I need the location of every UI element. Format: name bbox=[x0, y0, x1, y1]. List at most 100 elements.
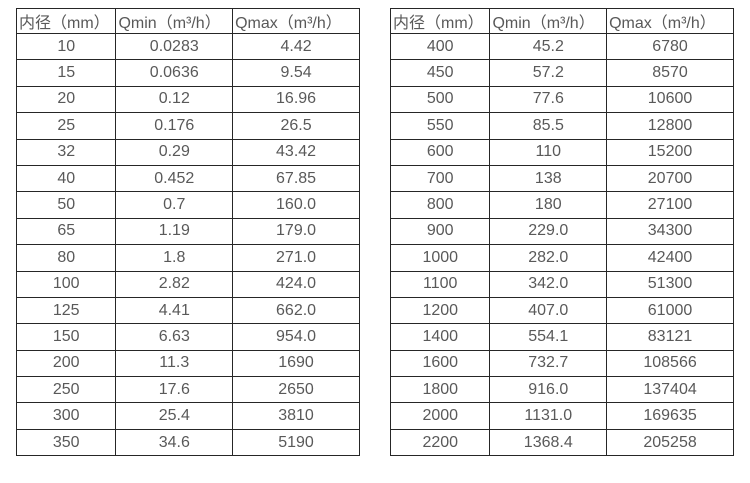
table-cell: 1690 bbox=[232, 349, 360, 378]
table-cell: 51300 bbox=[606, 270, 734, 298]
table-cell: 77.6 bbox=[489, 85, 608, 114]
table-cell: 179.0 bbox=[232, 217, 360, 246]
table-cell: 0.452 bbox=[115, 164, 234, 193]
table-row: 300 25.4 3810 bbox=[15, 402, 360, 430]
table-row: 10 0.0283 4.42 bbox=[15, 32, 360, 61]
table-cell: 11.3 bbox=[115, 349, 234, 378]
table-cell: 916.0 bbox=[489, 376, 608, 404]
table-cell: 57.2 bbox=[489, 59, 608, 87]
column-header: Qmax（m³/h） bbox=[606, 8, 734, 34]
table-cell: 110 bbox=[489, 138, 608, 166]
table-cell: 10600 bbox=[606, 85, 734, 114]
table-cell: 271.0 bbox=[232, 244, 360, 272]
table-cell: 1400 bbox=[389, 323, 491, 351]
table-cell: 1131.0 bbox=[489, 402, 608, 430]
table-row: 1100 342.0 51300 bbox=[389, 270, 734, 298]
column-header: Qmin（m³/h） bbox=[115, 8, 234, 34]
table-row: 1800 916.0 137404 bbox=[389, 376, 734, 404]
table-cell: 407.0 bbox=[489, 296, 608, 325]
table-row: 25 0.176 26.5 bbox=[15, 112, 360, 140]
table-cell: 34300 bbox=[606, 217, 734, 246]
table-row: 350 34.6 5190 bbox=[15, 428, 360, 457]
table-cell: 6.63 bbox=[115, 323, 234, 351]
table-cell: 700 bbox=[389, 164, 491, 193]
table-cell: 1100 bbox=[389, 270, 491, 298]
table-row: 15 0.0636 9.54 bbox=[15, 59, 360, 87]
table-cell: 80 bbox=[15, 244, 117, 272]
table-cell: 282.0 bbox=[489, 244, 608, 272]
table-cell: 1800 bbox=[389, 376, 491, 404]
table-cell: 732.7 bbox=[489, 349, 608, 378]
column-header: Qmax（m³/h） bbox=[232, 8, 360, 34]
table-cell: 342.0 bbox=[489, 270, 608, 298]
table-cell: 4.42 bbox=[232, 32, 360, 61]
table-cell: 42400 bbox=[606, 244, 734, 272]
table-row: 50 0.7 160.0 bbox=[15, 191, 360, 219]
table-cell: 200 bbox=[15, 349, 117, 378]
table-cell: 15 bbox=[15, 59, 117, 87]
table-cell: 67.85 bbox=[232, 164, 360, 193]
table-cell: 350 bbox=[15, 428, 117, 457]
table-cell: 6780 bbox=[606, 32, 734, 61]
table-cell: 180 bbox=[489, 191, 608, 219]
table-cell: 50 bbox=[15, 191, 117, 219]
table-row: 32 0.29 43.42 bbox=[15, 138, 360, 166]
table-cell: 137404 bbox=[606, 376, 734, 404]
table-cell: 250 bbox=[15, 376, 117, 404]
table-cell: 0.7 bbox=[115, 191, 234, 219]
table-cell: 1.8 bbox=[115, 244, 234, 272]
table-cell: 300 bbox=[15, 402, 117, 430]
table-cell: 424.0 bbox=[232, 270, 360, 298]
table-cell: 85.5 bbox=[489, 112, 608, 140]
table-row: 500 77.6 10600 bbox=[389, 85, 734, 114]
table-cell: 2.82 bbox=[115, 270, 234, 298]
table-cell: 160.0 bbox=[232, 191, 360, 219]
table-cell: 1000 bbox=[389, 244, 491, 272]
table-cell: 138 bbox=[489, 164, 608, 193]
flow-spec-table-large-diameters: 内径（mm） Qmin（m³/h） Qmax（m³/h） 400 45.2 6780 450… bbox=[389, 8, 734, 457]
flow-spec-page: 内径（mm） Qmin（m³/h） Qmax（m³/h） 10 0.0283 4.42 15… bbox=[15, 8, 734, 457]
table-cell: 554.1 bbox=[489, 323, 608, 351]
table-cell: 32 bbox=[15, 138, 117, 166]
table-cell: 26.5 bbox=[232, 112, 360, 140]
table-cell: 5190 bbox=[232, 428, 360, 457]
table-row: 100 2.82 424.0 bbox=[15, 270, 360, 298]
table-row: 1000 282.0 42400 bbox=[389, 244, 734, 272]
table-row: 250 17.6 2650 bbox=[15, 376, 360, 404]
table-cell: 61000 bbox=[606, 296, 734, 325]
table-cell: 2200 bbox=[389, 428, 491, 457]
table-row: 400 45.2 6780 bbox=[389, 32, 734, 61]
table-cell: 800 bbox=[389, 191, 491, 219]
column-header: 内径（mm） bbox=[15, 8, 117, 34]
table-row: 2000 1131.0 169635 bbox=[389, 402, 734, 430]
table-row: 65 1.19 179.0 bbox=[15, 217, 360, 246]
table-cell: 15200 bbox=[606, 138, 734, 166]
table-row: 1200 407.0 61000 bbox=[389, 296, 734, 325]
table-row: 125 4.41 662.0 bbox=[15, 296, 360, 325]
table-row: 200 11.3 1690 bbox=[15, 349, 360, 378]
column-header: Qmin（m³/h） bbox=[489, 8, 608, 34]
table-cell: 108566 bbox=[606, 349, 734, 378]
table-cell: 83121 bbox=[606, 323, 734, 351]
table-row: 600 110 15200 bbox=[389, 138, 734, 166]
flow-spec-table-small-diameters: 内径（mm） Qmin（m³/h） Qmax（m³/h） 10 0.0283 4.42 15… bbox=[15, 8, 360, 457]
table-cell: 0.0636 bbox=[115, 59, 234, 87]
table-cell: 900 bbox=[389, 217, 491, 246]
table-cell: 3810 bbox=[232, 402, 360, 430]
table-cell: 1600 bbox=[389, 349, 491, 378]
table-cell: 100 bbox=[15, 270, 117, 298]
table-cell: 8570 bbox=[606, 59, 734, 87]
table-cell: 20700 bbox=[606, 164, 734, 193]
table-cell: 662.0 bbox=[232, 296, 360, 325]
table-row: 1400 554.1 83121 bbox=[389, 323, 734, 351]
table-cell: 169635 bbox=[606, 402, 734, 430]
table-cell: 40 bbox=[15, 164, 117, 193]
table-cell: 20 bbox=[15, 85, 117, 114]
table-row: 1600 732.7 108566 bbox=[389, 349, 734, 378]
table-cell: 9.54 bbox=[232, 59, 360, 87]
table-row: 700 138 20700 bbox=[389, 164, 734, 193]
table-row: 800 180 27100 bbox=[389, 191, 734, 219]
table-cell: 400 bbox=[389, 32, 491, 61]
table-cell: 125 bbox=[15, 296, 117, 325]
table-cell: 954.0 bbox=[232, 323, 360, 351]
